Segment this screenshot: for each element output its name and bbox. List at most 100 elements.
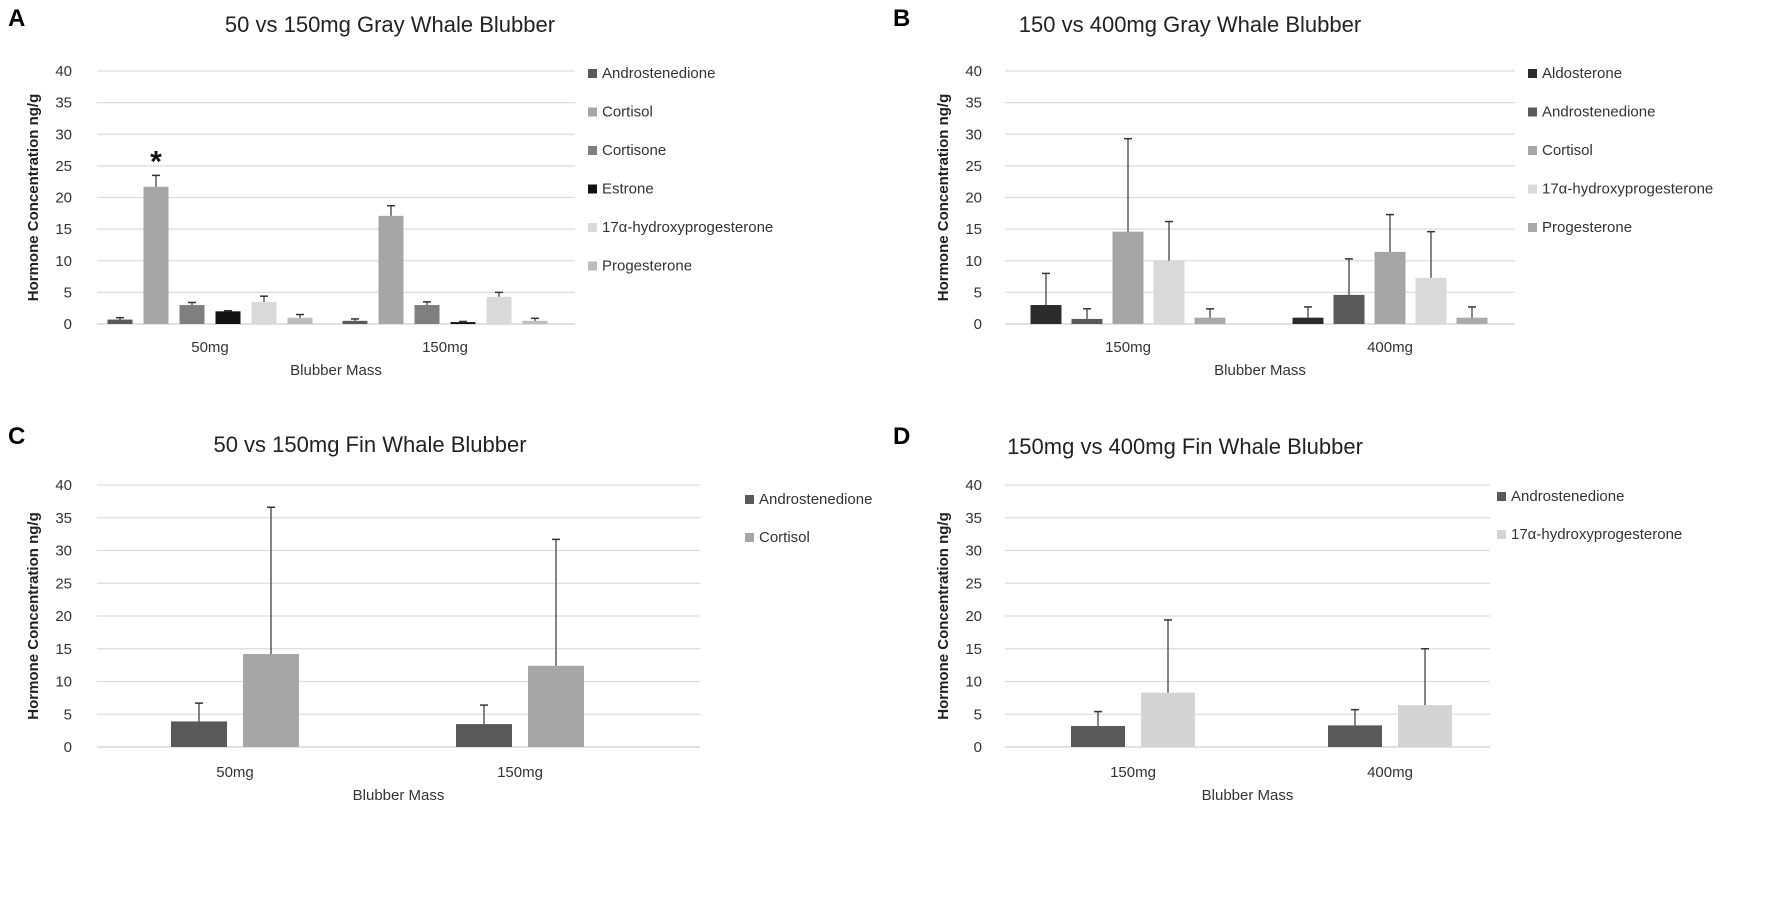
legend-label: Progesterone — [602, 258, 692, 275]
x-axis-label: Blubber Mass — [1214, 362, 1306, 379]
x-tick-label: 150mg — [422, 339, 468, 356]
bar — [1398, 705, 1452, 747]
bar — [1374, 251, 1406, 324]
chart-title: 150mg vs 400mg Fin Whale Blubber — [1007, 434, 1363, 459]
y-tick-label: 40 — [55, 477, 72, 494]
y-tick-label: 25 — [55, 158, 72, 175]
bar — [171, 721, 227, 747]
legend-swatch — [745, 533, 754, 542]
bar — [215, 311, 241, 324]
bar — [456, 724, 512, 747]
bar — [143, 186, 169, 324]
x-tick-label: 50mg — [216, 764, 254, 781]
legend-swatch — [588, 184, 597, 194]
legend-label: Androstenedione — [1511, 488, 1624, 505]
legend-swatch — [1528, 146, 1537, 155]
y-tick-label: 35 — [965, 510, 982, 527]
x-axis-label: Blubber Mass — [290, 362, 382, 379]
legend-label: Androstenedione — [1542, 104, 1655, 121]
legend-label: Cortisol — [602, 104, 653, 121]
significance-annotation: * — [150, 145, 162, 178]
y-tick-label: 15 — [55, 641, 72, 658]
legend-label: Androstenedione — [602, 65, 715, 82]
legend-swatch — [1528, 184, 1537, 194]
legend-swatch — [588, 223, 597, 232]
y-tick-label: 30 — [965, 126, 982, 143]
y-tick-label: 20 — [965, 608, 982, 625]
legend-label: Aldosterone — [1542, 65, 1622, 82]
legend-label: 17α-hydroxyprogesterone — [1511, 526, 1682, 543]
y-tick-label: 0 — [974, 316, 982, 333]
bar — [1071, 726, 1125, 747]
chart-panel-d: D 150mg vs 400mg Fin Whale Blubber 0 5 10 15 2… — [893, 423, 1682, 804]
y-tick-label: 5 — [974, 706, 982, 723]
bar — [243, 653, 299, 747]
y-tick-label: 15 — [55, 221, 72, 238]
legend-swatch — [588, 146, 597, 155]
legend-swatch — [588, 69, 597, 78]
x-tick-label: 150mg — [1110, 764, 1156, 781]
y-tick-label: 20 — [55, 608, 72, 625]
x-tick-label: 150mg — [1105, 339, 1151, 356]
y-axis-label: Hormone Concentration ng/g — [25, 94, 42, 302]
y-tick-label: 25 — [965, 575, 982, 592]
chart-title: 50 vs 150mg Fin Whale Blubber — [213, 432, 526, 457]
legend-label: Androstenedione — [759, 491, 872, 508]
chart-title: 150 vs 400mg Gray Whale Blubber — [1019, 12, 1361, 37]
bar — [251, 301, 277, 324]
y-tick-label: 25 — [965, 158, 982, 175]
x-tick-label: 150mg — [497, 764, 543, 781]
bar — [378, 215, 404, 324]
bar — [486, 296, 512, 324]
x-tick-label: 50mg — [191, 339, 229, 356]
legend-label: Estrone — [602, 181, 654, 198]
y-tick-label: 15 — [965, 221, 982, 238]
bar — [1456, 317, 1488, 324]
y-tick-label: 5 — [64, 284, 72, 301]
legend-label: Cortisol — [1542, 142, 1593, 159]
y-tick-label: 0 — [64, 316, 72, 333]
legend-swatch — [1528, 223, 1537, 232]
chart-panel-a: A 50 vs 150mg Gray Whale Blubber 0 5 10 15 20 2… — [8, 5, 773, 379]
bar — [287, 317, 313, 324]
legend-swatch — [588, 261, 597, 271]
panel-letter: A — [8, 5, 25, 32]
legend-label: Progesterone — [1542, 219, 1632, 236]
legend-label: Cortisone — [602, 142, 666, 159]
legend-swatch — [1528, 69, 1537, 78]
legend-swatch — [1497, 492, 1506, 501]
bar — [1030, 305, 1062, 324]
bar — [342, 320, 368, 324]
legend-label: 17α-hydroxyprogesterone — [1542, 181, 1713, 198]
legend-swatch — [588, 107, 597, 117]
y-tick-label: 10 — [55, 253, 72, 270]
bar — [1071, 318, 1103, 324]
y-tick-label: 10 — [965, 253, 982, 270]
y-tick-label: 35 — [965, 95, 982, 112]
y-tick-label: 35 — [55, 510, 72, 527]
y-tick-label: 5 — [64, 706, 72, 723]
legend-swatch — [1497, 530, 1506, 539]
legend-swatch — [1528, 107, 1537, 117]
y-tick-label: 0 — [974, 739, 982, 756]
y-axis-label: Hormone Concentration ng/g — [25, 512, 42, 720]
legend-label: 17α-hydroxyprogesterone — [602, 219, 773, 236]
y-axis-label: Hormone Concentration ng/g — [935, 512, 952, 720]
y-tick-label: 20 — [55, 190, 72, 207]
bar — [1415, 277, 1447, 324]
bar — [1194, 317, 1226, 324]
bar — [1141, 692, 1195, 747]
x-axis-label: Blubber Mass — [1202, 787, 1294, 804]
y-axis-label: Hormone Concentration ng/g — [935, 94, 952, 302]
bar — [450, 322, 476, 324]
y-tick-label: 40 — [965, 477, 982, 494]
y-tick-label: 30 — [55, 126, 72, 143]
chart-panel-b: B 150 vs 400mg Gray Whale Blubber 0 5 10 15 20… — [893, 5, 1713, 379]
bar — [1153, 260, 1185, 324]
y-tick-label: 30 — [965, 543, 982, 560]
x-axis-label: Blubber Mass — [353, 787, 445, 804]
panel-letter: C — [8, 423, 25, 450]
bar — [522, 320, 548, 324]
y-tick-label: 15 — [965, 641, 982, 658]
